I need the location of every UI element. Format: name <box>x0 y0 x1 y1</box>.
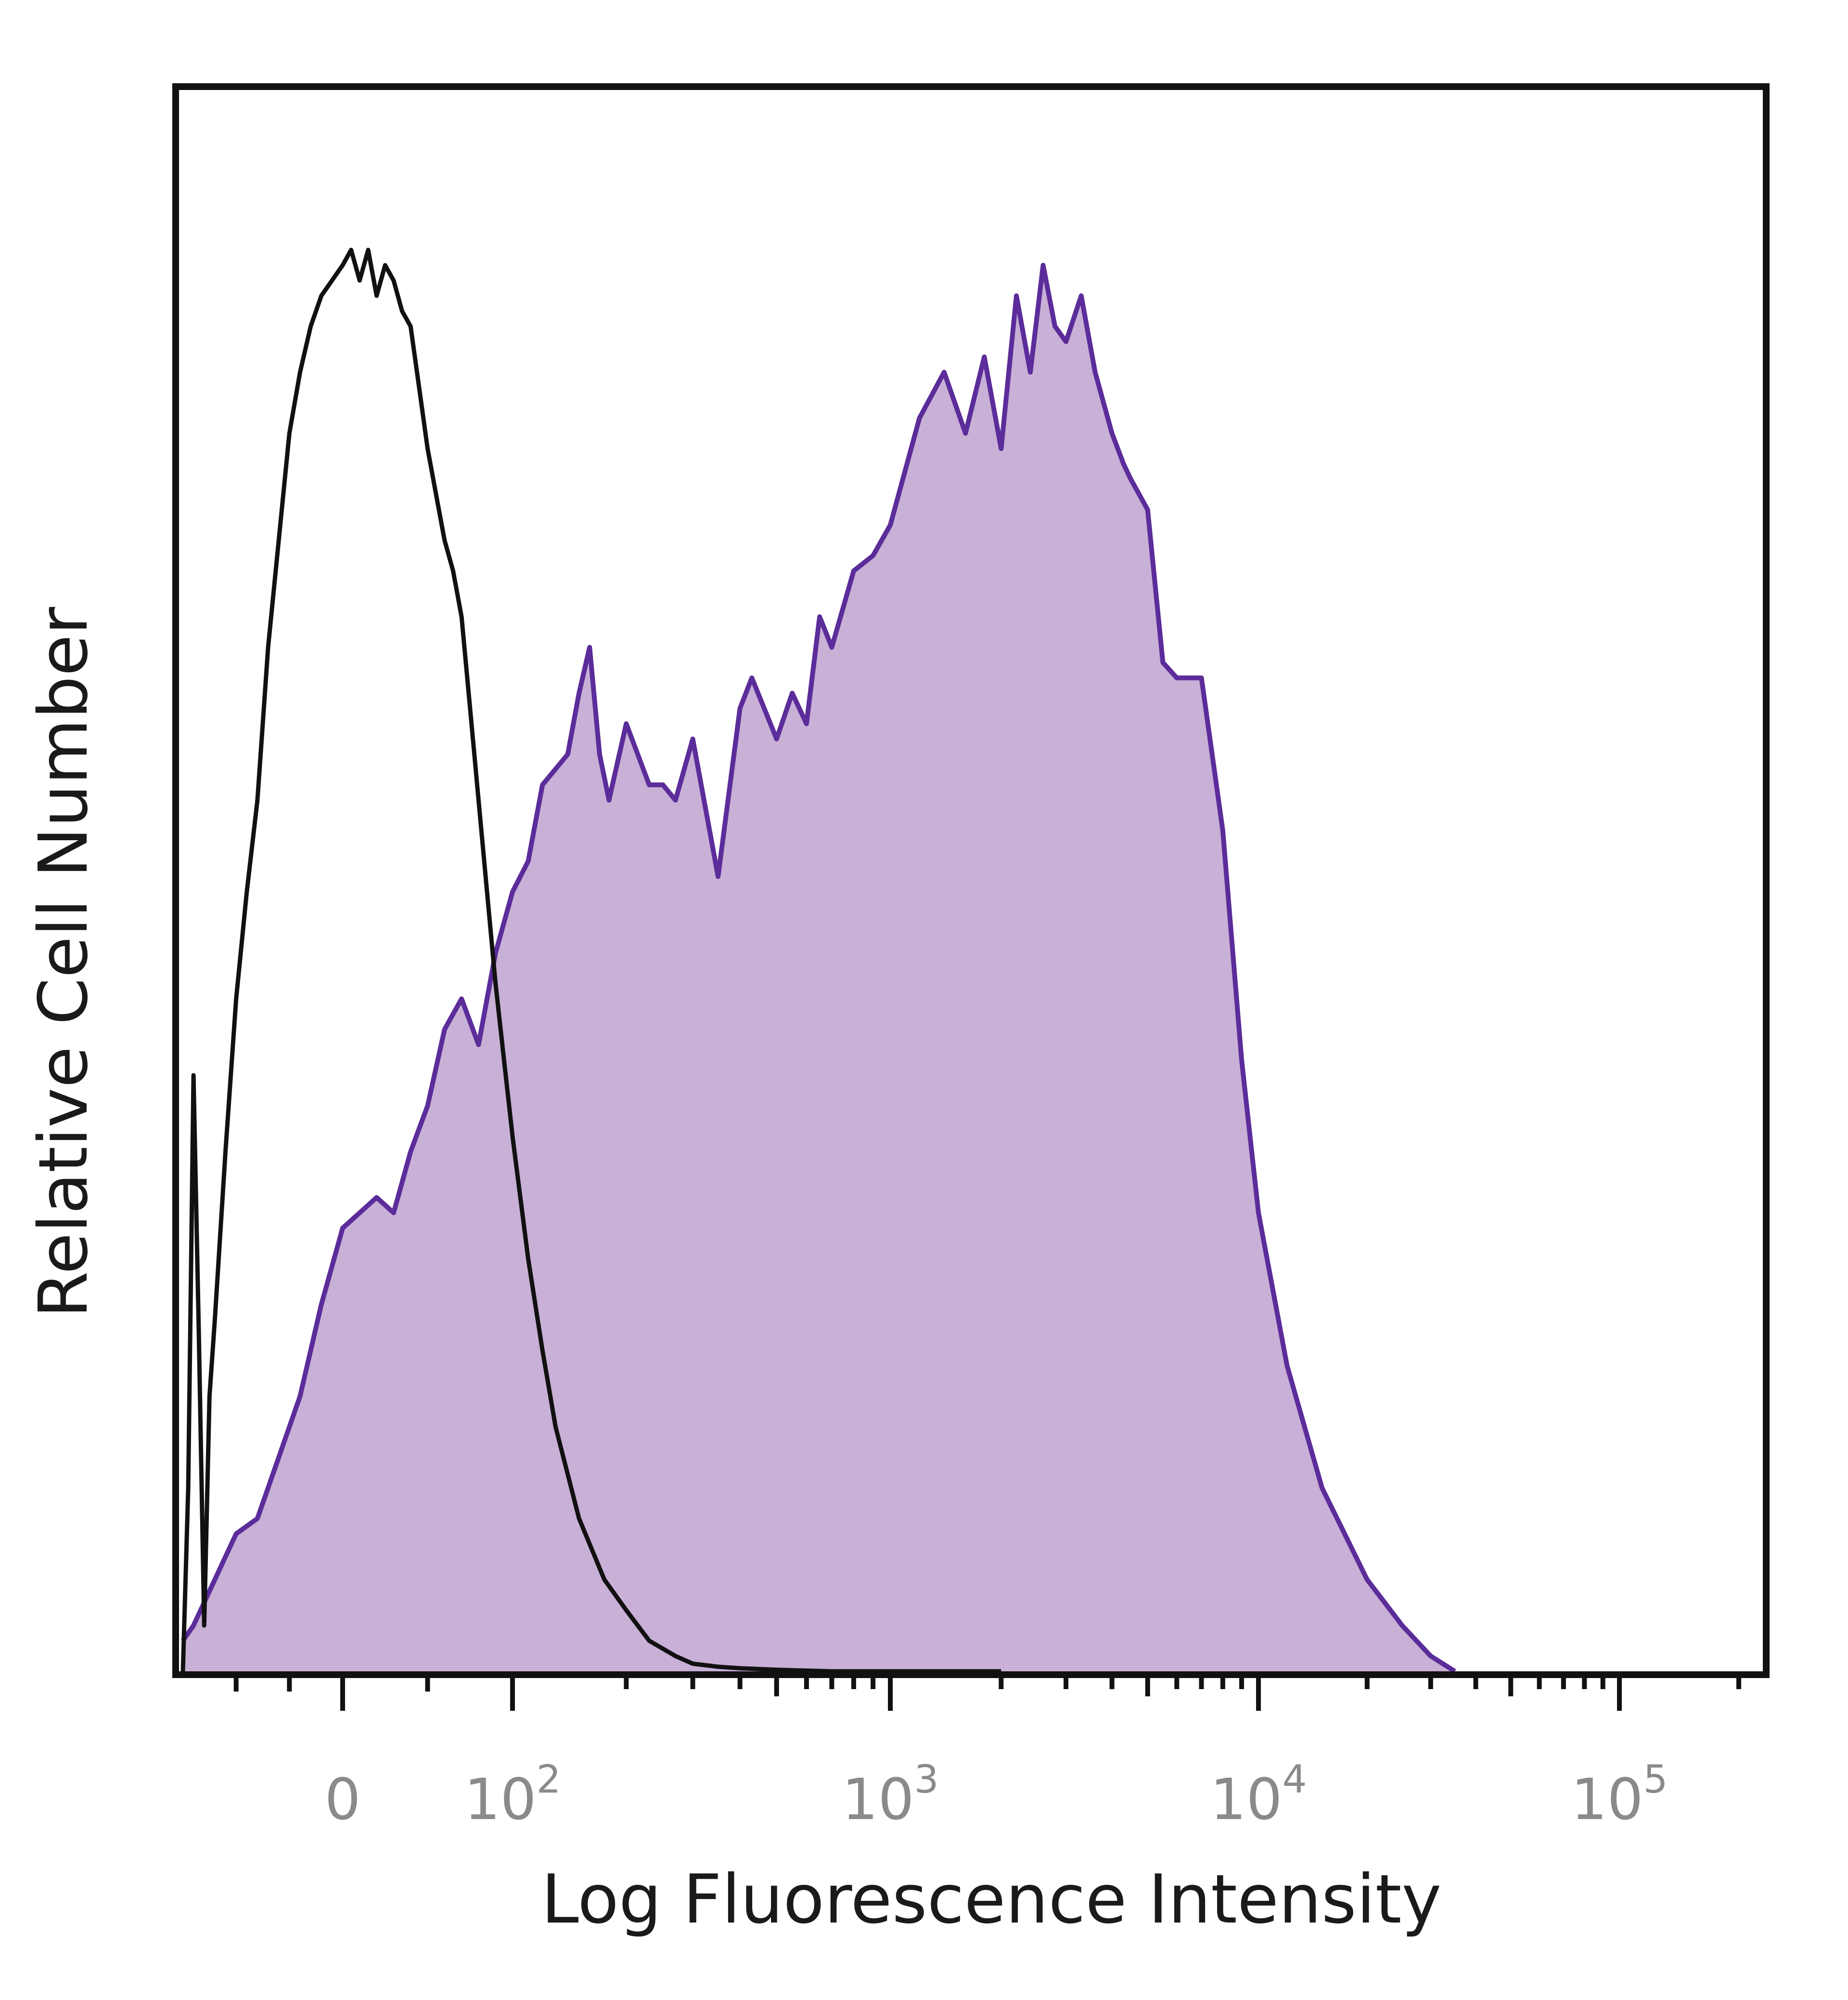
x-tick-label: 0 <box>324 1766 360 1833</box>
control-histogram-line <box>180 247 1001 1674</box>
x-tick-label: 103 <box>842 1757 938 1833</box>
y-axis-label: Relative Cell Number <box>25 607 103 1318</box>
series-layer <box>180 247 1456 1674</box>
x-tick-label: 104 <box>1210 1757 1307 1833</box>
x-axis-ticks <box>233 1675 1741 1711</box>
x-tick-label: 105 <box>1571 1757 1668 1833</box>
stained-histogram-line <box>180 263 1456 1674</box>
x-axis-label: Log Fluorescence Intensity <box>541 1860 1442 1939</box>
x-axis-tick-labels: 0 102 103 104 105 <box>324 1757 1668 1833</box>
stained-histogram-fill <box>183 265 1455 1671</box>
x-tick-label: 102 <box>464 1757 561 1833</box>
plot-frame <box>172 83 1770 1678</box>
